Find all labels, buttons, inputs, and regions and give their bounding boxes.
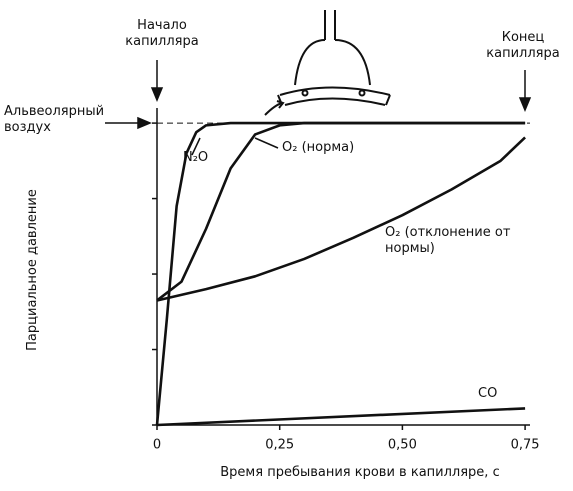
capillary-icon [265, 10, 390, 115]
x-tick-label: 0,50 [388, 438, 417, 453]
series-label: CO [478, 386, 497, 402]
x-axis-label: Время пребывания крови в капилляре, с [170, 465, 550, 481]
series-line [157, 137, 525, 300]
x-tick-label: 0 [153, 438, 161, 453]
annotation: Конец капилляра [478, 30, 568, 62]
y-axis-label: Парциальное давление [25, 180, 41, 360]
series-label: N₂O [183, 150, 208, 166]
series-line [157, 408, 525, 425]
series-label: O₂ (норма) [282, 140, 354, 156]
annotation: Начало капилляра [117, 18, 207, 50]
page: 0 0,25 0,50 0,75 Начало капилляра Конец кап… [0, 0, 573, 491]
x-tick-label: 0,75 [511, 438, 540, 453]
series-line [157, 123, 525, 425]
x-tick-label: 0,25 [265, 438, 294, 453]
reference-label: Альвеолярный воздух [4, 104, 114, 136]
series-label: O₂ (отклонение от нормы) [385, 225, 525, 257]
